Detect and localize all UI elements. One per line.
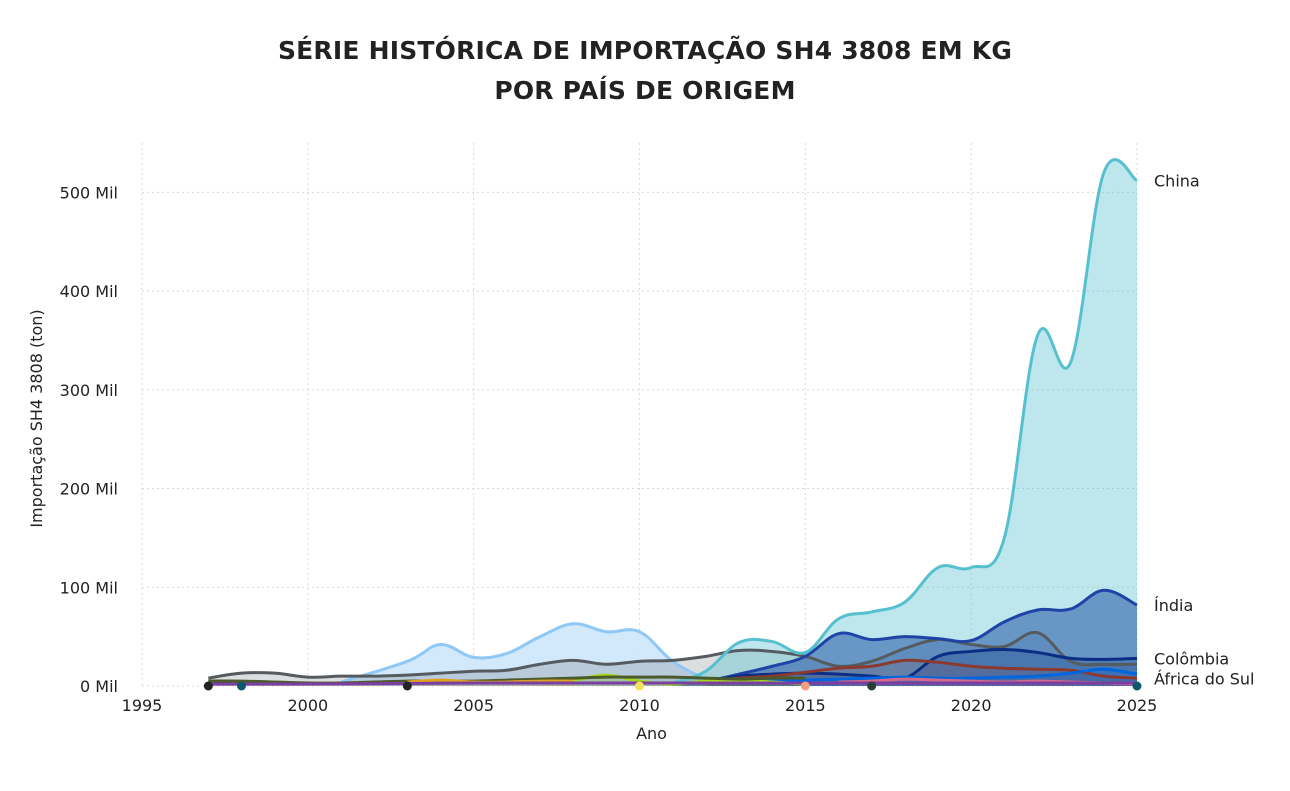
line-col-mbia	[705, 647, 1138, 684]
data-marker	[203, 681, 213, 691]
y-tick-label: 300 Mil	[60, 381, 118, 400]
data-marker	[1132, 681, 1142, 691]
line--frica-do-sul	[738, 667, 1138, 685]
x-tick-label: 2020	[951, 696, 992, 715]
x-tick-label: 1995	[122, 696, 163, 715]
y-tick-label: 100 Mil	[60, 578, 118, 597]
line-series-5	[705, 658, 1138, 683]
area-layer	[208, 159, 1138, 686]
series-label--frica-do-sul: África do Sul	[1154, 669, 1255, 688]
x-tick-label: 2015	[785, 696, 826, 715]
series-label-china: China	[1154, 172, 1200, 191]
chart-title-line-1: SÉRIE HISTÓRICA DE IMPORTAÇÃO SH4 3808 E…	[277, 36, 1013, 65]
area-series-0	[341, 623, 773, 686]
data-marker	[800, 681, 810, 691]
y-tick-label: 200 Mil	[60, 480, 118, 499]
series-label-col-mbia: Colômbia	[1154, 649, 1229, 668]
series-label--ndia: Índia	[1154, 596, 1193, 615]
data-marker	[867, 681, 877, 691]
y-tick-label: 400 Mil	[60, 282, 118, 301]
data-marker	[402, 681, 412, 691]
data-marker	[635, 681, 644, 691]
grid-layer	[141, 143, 1138, 687]
y-tick-label: 500 Mil	[60, 183, 118, 202]
line-series-1	[208, 630, 1138, 680]
y-axis-title: Importação SH4 3808 (ton)	[27, 309, 46, 527]
line-series-11	[208, 681, 1137, 686]
chart-title-line-2: POR PAÍS DE ORIGEM	[494, 76, 796, 105]
area-china	[672, 159, 1137, 686]
x-tick-label: 2010	[619, 696, 660, 715]
x-tick-label: 2005	[453, 696, 494, 715]
line-layer	[208, 158, 1138, 686]
data-marker	[237, 681, 246, 691]
x-axis-title: Ano	[636, 724, 667, 743]
marker-layer	[203, 681, 1142, 691]
y-tick-label: 0 Mil	[80, 677, 118, 696]
tick-layer: 1995 2000 2005 2010 2015 2020 2025 0 Mil 100 Mil…	[60, 183, 1158, 715]
x-tick-label: 2000	[287, 696, 328, 715]
line-china	[672, 158, 1138, 685]
x-tick-label: 2025	[1117, 696, 1158, 715]
line--ndia	[672, 588, 1138, 686]
